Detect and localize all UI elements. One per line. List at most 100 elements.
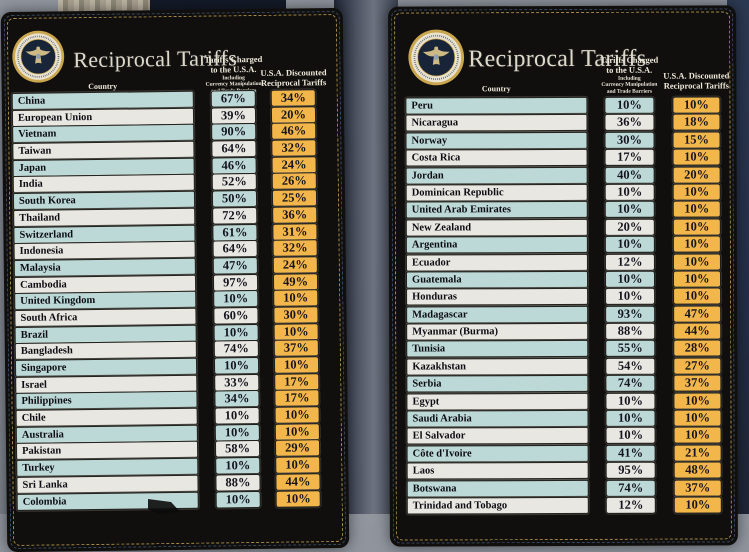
charged-cell: 10% (604, 270, 656, 288)
charged-cell: 61% (212, 223, 258, 242)
country-cell: Nicaragua (405, 114, 588, 132)
table-row: South Africa 60% 30% (14, 306, 346, 327)
country-cell: Costa Rica (405, 149, 588, 167)
discounted-cell: 46% (271, 122, 317, 141)
charged-cell: 40% (604, 166, 655, 184)
presidential-seal-icon (408, 29, 465, 86)
discounted-cell: 10% (672, 235, 721, 253)
discounted-cell: 10% (673, 409, 722, 427)
discounted-cell: 10% (672, 96, 721, 114)
tariff-board-left: Reciprocal Tariffs Country Tariffs Charg… (0, 7, 350, 552)
discounted-cell: 36% (272, 206, 318, 224)
discounted-cell: 26% (271, 172, 317, 191)
discounted-cell: 44% (275, 473, 321, 491)
charged-cell: 10% (605, 392, 656, 410)
country-cell: Ecuador (405, 253, 588, 272)
table-row: Vietnam 90% 46% (12, 122, 344, 144)
table-row: Peru 10% 10% (405, 96, 736, 115)
discounted-cell: 17% (274, 372, 320, 391)
country-cell: Botswana (406, 479, 589, 498)
charged-cell: 60% (213, 306, 259, 325)
table-row: Côte d'Ivoire 41% 21% (406, 444, 738, 463)
discounted-cell: 10% (672, 200, 721, 218)
discounted-cell: 10% (672, 218, 721, 236)
table-row: Madagascar 93% 47% (406, 305, 737, 324)
country-cell: Argentina (405, 236, 588, 254)
country-cell: Laos (406, 462, 589, 480)
charged-cell: 10% (214, 423, 260, 442)
country-cell: Kazakhstan (406, 357, 589, 376)
discounted-cell: 24% (271, 156, 317, 174)
country-cell: Thailand (13, 207, 196, 227)
discounted-cell: 47% (673, 305, 722, 323)
charged-cell: 30% (604, 131, 655, 149)
tariff-board-right: Reciprocal Tariffs Country Tariffs Charg… (388, 5, 738, 547)
table-row: Thailand 72% 36% (13, 206, 345, 227)
tariff-rows-left: China 67% 34% European Union 39% 20% Vietnam 90… (11, 89, 349, 511)
country-cell: New Zealand (405, 218, 588, 237)
table-row: Serbia 74% 37% (406, 374, 737, 393)
charged-cell: 67% (210, 90, 256, 108)
table-row: Chile 10% 10% (15, 406, 348, 428)
charged-cell: 20% (604, 218, 655, 236)
country-cell: Guatemala (405, 270, 589, 289)
table-row: Singapore 10% 10% (14, 356, 347, 377)
table-row: Taiwan 64% 32% (12, 139, 344, 161)
charged-cell: 50% (211, 190, 258, 208)
charged-cell: 74% (605, 374, 656, 393)
presidential-seal-icon (12, 30, 65, 83)
charged-cell: 12% (605, 496, 656, 514)
country-cell: Jordan (405, 166, 588, 185)
table-row: South Korea 50% 25% (12, 189, 345, 211)
table-row: China 67% 34% (11, 89, 344, 110)
charged-cell: 10% (605, 287, 656, 306)
charged-cell: 88% (605, 322, 656, 340)
country-cell: Trinidad and Tobago (406, 496, 589, 515)
column-header-charged: Tariffs Charged to the U.S.A. Including … (600, 54, 659, 95)
charged-cell: 90% (211, 123, 257, 141)
charged-cell: 33% (214, 373, 260, 392)
country-cell: Tunisia (406, 340, 589, 359)
table-row: Bangladesh 74% 37% (14, 339, 347, 361)
column-header-country: Country (88, 81, 118, 92)
table-row: Philippines 34% 17% (15, 389, 347, 411)
discounted-cell: 10% (274, 422, 320, 441)
table-row: Honduras 10% 10% (406, 287, 737, 306)
country-cell: United Arab Emirates (405, 201, 588, 219)
charged-cell: 93% (605, 305, 656, 323)
discounted-cell: 10% (672, 252, 721, 271)
discounted-cell: 10% (273, 289, 319, 308)
discounted-cell: 20% (672, 166, 721, 184)
column-header-discounted: U.S.A. Discounted Reciprocal Tariffs (663, 70, 730, 91)
discounted-cell: 44% (673, 322, 722, 340)
table-row: Dominican Republic 10% 10% (405, 183, 737, 202)
discounted-cell: 24% (272, 256, 318, 274)
table-row: Argentina 10% 10% (405, 235, 737, 254)
discounted-cell: 10% (273, 322, 319, 341)
discounted-cell: 48% (673, 461, 722, 479)
table-row: El Salvador 10% 10% (406, 426, 738, 445)
discounted-cell: 10% (672, 270, 722, 288)
table-row: Tunisia 55% 28% (406, 339, 737, 359)
table-row: Myanmar (Burma) 88% 44% (406, 322, 737, 341)
table-row: Saudi Arabia 10% 10% (406, 409, 737, 428)
country-cell: Malaysia (13, 257, 196, 277)
table-row: India 52% 26% (12, 172, 345, 194)
charged-cell: 64% (212, 240, 258, 258)
country-cell: Saudi Arabia (406, 409, 589, 428)
charged-cell: 10% (213, 290, 259, 308)
country-cell: El Salvador (406, 427, 589, 445)
discounted-cell: 37% (273, 339, 319, 358)
discounted-cell: 27% (673, 357, 722, 375)
discounted-cell: 37% (673, 479, 722, 497)
table-row: Japan 46% 24% (12, 156, 345, 177)
table-row: Malaysia 47% 24% (13, 256, 346, 277)
discounted-cell: 25% (271, 189, 318, 207)
discounted-cell: 10% (673, 392, 722, 410)
charged-cell: 58% (214, 440, 261, 458)
discounted-cell: 29% (274, 439, 321, 458)
charged-cell: 10% (604, 235, 655, 253)
country-cell: Norway (405, 131, 588, 150)
charged-cell: 52% (211, 173, 257, 191)
country-cell: Egypt (406, 392, 589, 411)
